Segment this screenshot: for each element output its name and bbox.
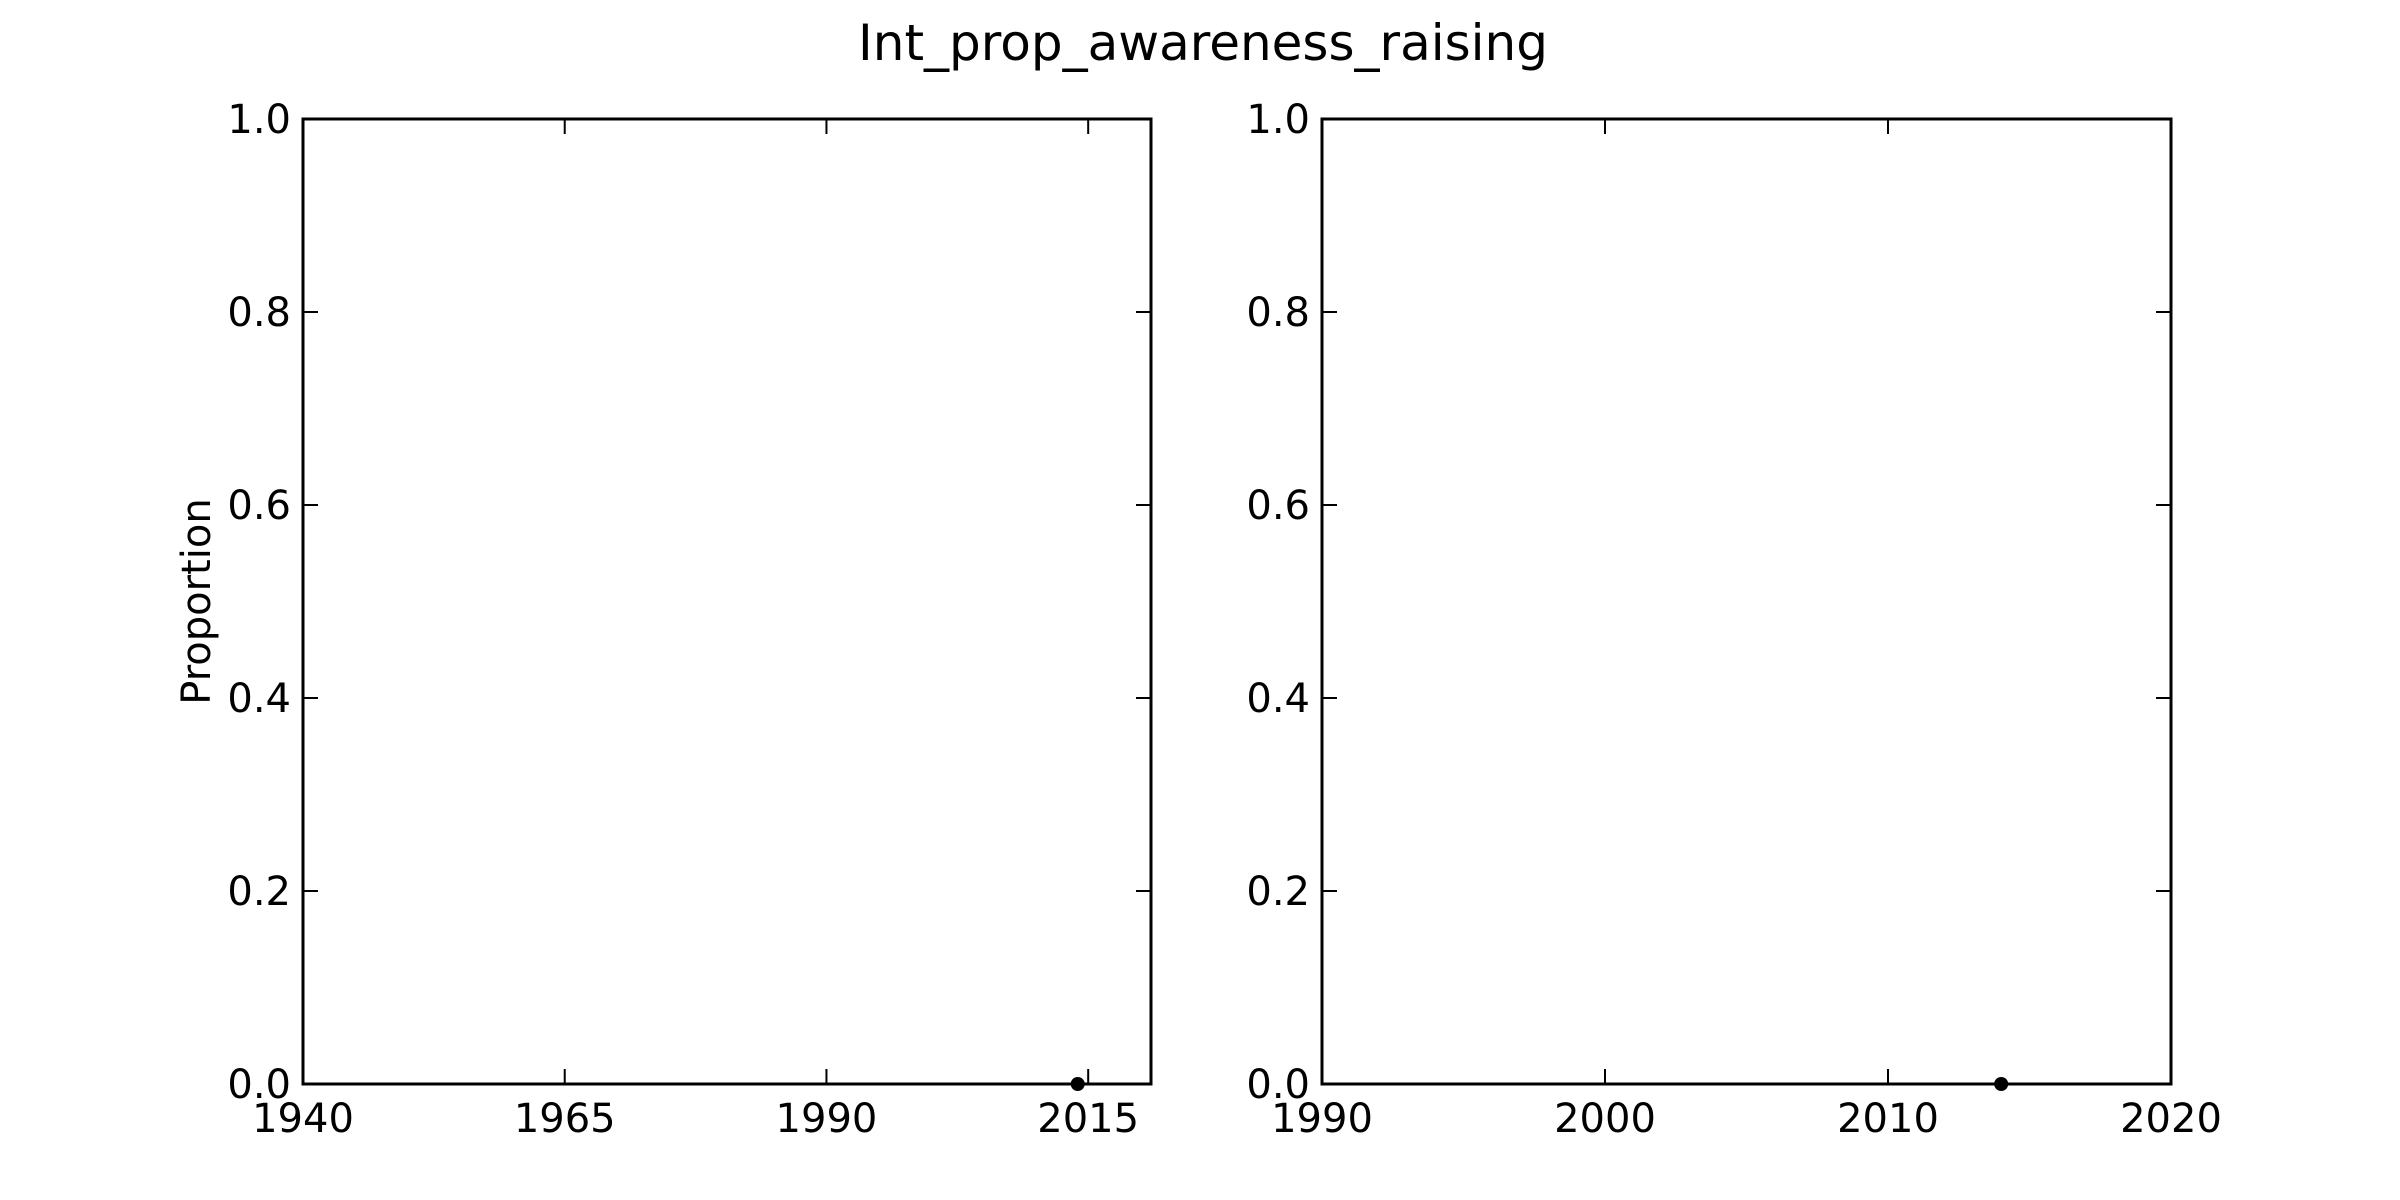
x-tick-label: 1990	[776, 1096, 878, 1142]
y-tick-label: 0.2	[227, 869, 291, 915]
plot-frame	[301, 117, 1153, 1086]
y-tick-label: 0.8	[227, 290, 291, 336]
right-panel: 0.0 0.2 0.4 0.6 0.8 1.0 1990 2000 2010 2020	[1246, 97, 2222, 1142]
figure-title: Int_prop_awareness_raising	[858, 14, 1548, 72]
x-tick-label: 1990	[1271, 1096, 1373, 1142]
y-tick-label: 0.8	[1246, 290, 1310, 336]
y-tick-label: 0.2	[1246, 869, 1310, 915]
plot-frame	[1320, 117, 2173, 1086]
y-tick-label: 0.4	[1246, 676, 1310, 722]
y-tick-label: 0.0	[1246, 1062, 1310, 1108]
x-tick-label: 1940	[252, 1096, 354, 1142]
y-tick-label: 1.0	[1246, 97, 1310, 143]
y-axis-label: Proportion	[174, 498, 220, 704]
y-tick-label: 1.0	[227, 97, 291, 143]
y-tick-label: 0.6	[1246, 483, 1310, 529]
x-tick-label: 2010	[1837, 1096, 1939, 1142]
x-tick-label: 1965	[514, 1096, 616, 1142]
y-tick-label: 0.6	[227, 483, 291, 529]
y-tick-label: 0.0	[227, 1062, 291, 1108]
x-tick-label: 2020	[2120, 1096, 2222, 1142]
y-tick-label: 0.4	[227, 676, 291, 722]
x-tick-label: 2015	[1037, 1096, 1139, 1142]
x-tick-label: 2000	[1554, 1096, 1656, 1142]
left-panel: 0.0 0.2 0.4 0.6 0.8 1.0 1940 1965 1990 2015 Propor…	[174, 97, 1153, 1142]
